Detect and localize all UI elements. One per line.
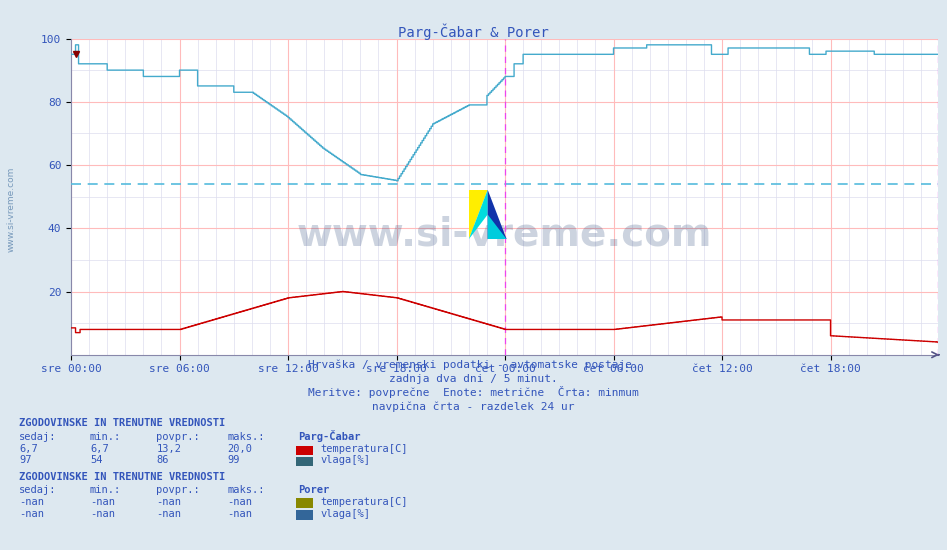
Text: -nan: -nan (19, 497, 44, 507)
Text: -nan: -nan (156, 509, 181, 519)
Text: 6,7: 6,7 (90, 444, 109, 454)
Text: povpr.:: povpr.: (156, 432, 200, 442)
Text: Hrvaška / vremenski podatki - avtomatske postaje.: Hrvaška / vremenski podatki - avtomatske… (308, 360, 639, 371)
Text: Parg-Čabar: Parg-Čabar (298, 430, 361, 442)
Text: www.si-vreme.com: www.si-vreme.com (296, 216, 712, 254)
Text: ZGODOVINSKE IN TRENUTNE VREDNOSTI: ZGODOVINSKE IN TRENUTNE VREDNOSTI (19, 418, 225, 428)
Text: min.:: min.: (90, 432, 121, 442)
Text: Porer: Porer (298, 485, 330, 495)
Text: ZGODOVINSKE IN TRENUTNE VREDNOSTI: ZGODOVINSKE IN TRENUTNE VREDNOSTI (19, 471, 225, 482)
Text: 13,2: 13,2 (156, 444, 181, 454)
Text: vlaga[%]: vlaga[%] (320, 455, 370, 465)
Text: temperatura[C]: temperatura[C] (320, 497, 407, 507)
Text: -nan: -nan (156, 497, 181, 507)
Polygon shape (469, 190, 488, 239)
Text: maks.:: maks.: (227, 485, 265, 495)
Text: -nan: -nan (90, 497, 115, 507)
Text: zadnja dva dni / 5 minut.: zadnja dva dni / 5 minut. (389, 374, 558, 384)
Text: www.si-vreme.com: www.si-vreme.com (7, 166, 16, 252)
Text: min.:: min.: (90, 485, 121, 495)
Text: -nan: -nan (227, 497, 252, 507)
Text: -nan: -nan (227, 509, 252, 519)
Text: 6,7: 6,7 (19, 444, 38, 454)
Text: 20,0: 20,0 (227, 444, 252, 454)
Text: vlaga[%]: vlaga[%] (320, 509, 370, 519)
Text: 86: 86 (156, 455, 169, 465)
Polygon shape (469, 190, 488, 239)
Text: 97: 97 (19, 455, 31, 465)
Text: -nan: -nan (19, 509, 44, 519)
Text: maks.:: maks.: (227, 432, 265, 442)
Text: 54: 54 (90, 455, 102, 465)
Text: -nan: -nan (90, 509, 115, 519)
Text: Meritve: povprečne  Enote: metrične  Črta: minmum: Meritve: povprečne Enote: metrične Črta:… (308, 386, 639, 398)
Text: 99: 99 (227, 455, 240, 465)
Text: temperatura[C]: temperatura[C] (320, 444, 407, 454)
Polygon shape (488, 214, 507, 239)
Text: sedaj:: sedaj: (19, 432, 57, 442)
Text: sedaj:: sedaj: (19, 485, 57, 495)
Polygon shape (488, 190, 507, 239)
Text: Parg-Čabar & Porer: Parg-Čabar & Porer (398, 23, 549, 40)
Text: navpična črta - razdelek 24 ur: navpična črta - razdelek 24 ur (372, 402, 575, 412)
Text: povpr.:: povpr.: (156, 485, 200, 495)
